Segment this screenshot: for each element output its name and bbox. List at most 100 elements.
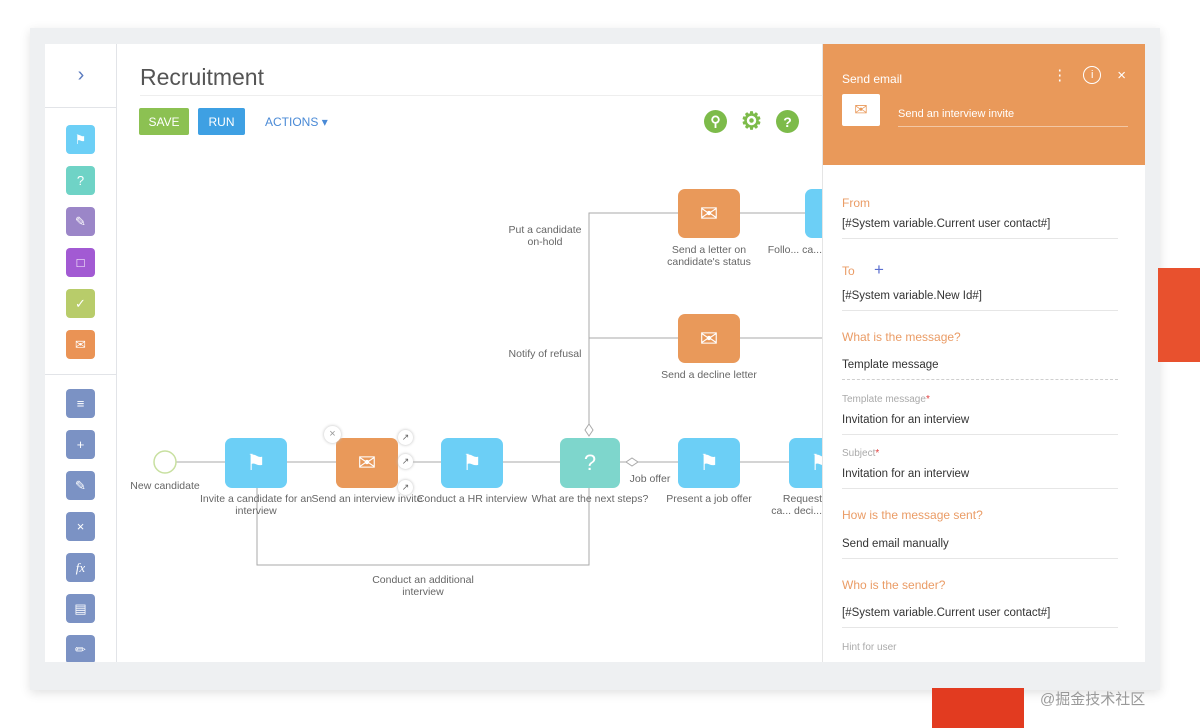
node-invite[interactable]: ⚑ [225, 438, 287, 488]
close-icon[interactable]: × [1117, 66, 1126, 84]
add-data-icon[interactable]: + [66, 430, 95, 459]
sidebar-divider [45, 374, 117, 375]
from-label: From [842, 196, 870, 210]
flow-on-hold [588, 212, 678, 430]
watermark: @掘金技术社区 [1040, 691, 1146, 708]
template-label: Template message* [842, 394, 930, 405]
more-options-icon[interactable]: ⋮ [1052, 67, 1068, 84]
connectors [153, 212, 822, 566]
subject-label-text: Subject [842, 448, 876, 459]
delete-data-icon[interactable]: × [66, 512, 95, 541]
chevron-right-icon: › [77, 64, 85, 86]
edit-page-icon[interactable]: ✎ [66, 207, 95, 236]
send-email-icon[interactable]: ✉ [66, 330, 95, 359]
script-icon[interactable]: ✏ [66, 635, 95, 662]
node-follow[interactable]: ⚑ [805, 189, 822, 238]
node-job-offer[interactable]: ⚑ [678, 438, 740, 488]
flag-icon[interactable]: ⚑ [66, 125, 95, 154]
send-email-icon: ✉ [699, 325, 719, 351]
flow-on-hold-label: Put a candidate on-hold [508, 224, 582, 248]
node-status-letter[interactable]: ✉ [678, 189, 740, 238]
check-page-icon[interactable]: ✓ [66, 289, 95, 318]
node-hr-interview[interactable]: ⚑ [441, 438, 503, 488]
open-page-icon[interactable]: □ [66, 248, 95, 277]
template-label-text: Template message [842, 394, 926, 405]
panel-title: Send email [842, 72, 903, 86]
process-diagram: New candidate ⚑ Invite a candidate for a… [117, 44, 822, 662]
caret-down-icon: ▾ [321, 115, 328, 129]
node-send-invite[interactable]: ✉ [336, 438, 398, 488]
read-data-icon[interactable]: ≡ [66, 389, 95, 418]
subject-label: Subject* [842, 448, 880, 459]
from-field[interactable]: [#System variable.Current user contact#] [842, 218, 1118, 239]
add-recipient-icon[interactable]: + [874, 260, 884, 279]
hint-label: Hint for user [842, 642, 897, 653]
node-follow-label: Follo... ca... [767, 244, 822, 256]
send-email-icon: ✉ [357, 450, 377, 475]
send-email-icon: ✉ [699, 200, 719, 226]
question-icon[interactable]: ? [66, 166, 95, 195]
sender-label: Who is the sender? [842, 578, 946, 592]
send-email-icon: ✉ [842, 94, 880, 126]
node-status-letter-label: Send a letter on candidate's status [667, 244, 751, 268]
access-rights-icon[interactable]: ▤ [66, 594, 95, 623]
decorative-red-block [1158, 268, 1200, 362]
gear-icon[interactable]: ⚙ [740, 108, 763, 135]
node-decline[interactable]: ✉ [678, 314, 740, 363]
node-next-steps-label: What are the next steps? [531, 493, 649, 505]
connect-handle-icon[interactable]: ↗ [398, 430, 413, 445]
page-title: Recruitment [140, 64, 264, 90]
flag-icon: ⚑ [462, 450, 482, 475]
process-designer: › ⚑ ? ✎ □ ✓ ✉ ≡ + ✎ × fx ▤ ✏ Recruitment… [45, 44, 1145, 662]
element-toolbar: › ⚑ ? ✎ □ ✓ ✉ ≡ + ✎ × fx ▤ ✏ [45, 44, 117, 662]
connect-handle-icon[interactable]: ↗ [398, 454, 413, 469]
message-type-field[interactable]: Template message [842, 359, 1118, 380]
node-request[interactable]: ⚑ [789, 438, 822, 488]
diagram-canvas[interactable]: Recruitment SAVE RUN ACTIONS ▾ ⚲ ⚙ ? [117, 44, 822, 662]
modify-data-icon[interactable]: ✎ [66, 471, 95, 500]
flow-additional-interview [256, 488, 590, 566]
flow-diamond [625, 457, 639, 467]
formula-icon[interactable]: fx [66, 553, 95, 582]
decorative-red-block [932, 688, 1024, 728]
run-button[interactable]: RUN [198, 108, 245, 135]
help-icon[interactable]: ? [776, 110, 799, 133]
node-request-label: Request ca... deci... [771, 493, 822, 517]
flow-job-offer-label: Job offer [629, 473, 671, 485]
actions-label: ACTIONS [265, 115, 319, 129]
start-event[interactable] [153, 450, 177, 474]
question-icon: ? [583, 450, 597, 475]
flow-refusal-label: Notify of refusal [508, 348, 582, 360]
message-section-label: What is the message? [842, 330, 961, 344]
flag-icon: ⚑ [246, 450, 266, 475]
connect-handle-icon[interactable]: ↗ [398, 480, 413, 495]
expand-sidebar-button[interactable]: › [45, 44, 117, 108]
flow-additional-label: Conduct an additional interview [372, 574, 474, 598]
to-field[interactable]: [#System variable.New Id#] [842, 290, 1118, 311]
to-label: To [842, 264, 855, 278]
start-label: New candidate [130, 480, 200, 492]
delete-node-icon[interactable]: × [324, 426, 341, 443]
node-next-steps[interactable]: ? [560, 438, 620, 488]
element-name-field[interactable]: Send an interview invite [898, 108, 1128, 127]
subject-field[interactable]: Invitation for an interview [842, 468, 1118, 489]
search-icon[interactable]: ⚲ [704, 110, 727, 133]
flag-icon: ⚑ [810, 450, 822, 475]
sender-field[interactable]: [#System variable.Current user contact#] [842, 607, 1118, 628]
how-sent-field[interactable]: Send email manually [842, 538, 1118, 559]
node-decline-label: Send a decline letter [661, 369, 757, 381]
flow-diamond [584, 423, 594, 437]
node-send-invite-label: Send an interview invite [311, 493, 423, 505]
actions-dropdown[interactable]: ACTIONS ▾ [265, 115, 328, 129]
how-sent-label: How is the message sent? [842, 508, 983, 522]
save-button[interactable]: SAVE [139, 108, 189, 135]
info-icon[interactable]: i [1083, 66, 1102, 84]
panel-header: Send email ⋮ i × ✉ Send an interview inv… [823, 44, 1145, 165]
title-divider [140, 95, 822, 96]
template-field[interactable]: Invitation for an interview [842, 414, 1118, 435]
node-hr-label: Conduct a HR interview [416, 493, 528, 505]
flag-icon: ⚑ [699, 450, 719, 475]
node-job-offer-label: Present a job offer [666, 493, 752, 505]
node-invite-label: Invite a candidate for an interview [199, 493, 313, 517]
element-properties-panel: Send email ⋮ i × ✉ Send an interview inv… [822, 44, 1145, 662]
